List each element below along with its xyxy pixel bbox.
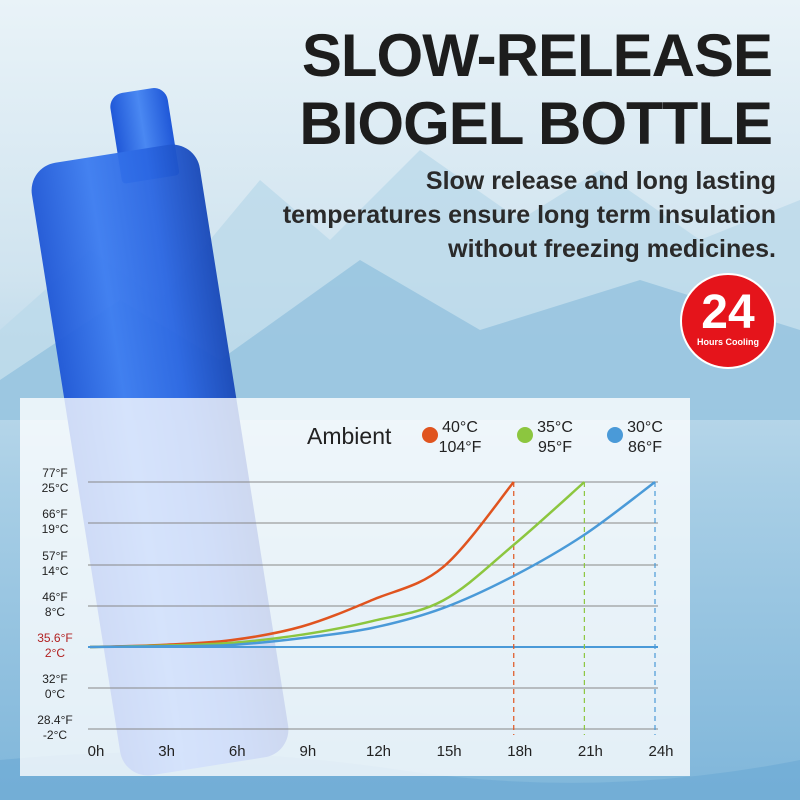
x-tick-label: 6h	[229, 743, 246, 760]
chart-panel	[20, 398, 690, 776]
legend-label-c: 30°C	[627, 419, 663, 436]
y-tick-label-c: 8°C	[45, 605, 65, 619]
legend-marker	[607, 427, 623, 443]
legend-label-c: 35°C	[537, 419, 573, 436]
legend-marker	[422, 427, 438, 443]
y-tick-label-f: 32°F	[42, 672, 67, 686]
hours-cooling-badge: 24 Hours Cooling	[680, 273, 776, 369]
x-tick-label: 3h	[158, 743, 175, 760]
y-tick-label-f: 35.6°F	[37, 631, 72, 645]
y-tick-label-f: 66°F	[42, 507, 67, 521]
x-tick-label: 24h	[648, 743, 673, 760]
x-tick-label: 21h	[578, 743, 603, 760]
y-tick-label-c: 25°C	[42, 481, 69, 495]
legend-label-f: 104°F	[439, 439, 482, 456]
page-title: SLOW-RELEASE BIOGEL BOTTLE	[299, 22, 773, 158]
legend-label-f: 86°F	[628, 439, 662, 456]
title-line-1: SLOW-RELEASE	[301, 22, 773, 89]
legend-marker	[517, 427, 533, 443]
x-tick-label: 15h	[437, 743, 462, 760]
y-tick-label-c: 2°C	[45, 646, 65, 660]
legend-label-c: 40°C	[442, 419, 478, 436]
legend-label-f: 95°F	[538, 439, 572, 456]
y-tick-label-c: -2°C	[43, 728, 67, 742]
x-tick-label: 9h	[300, 743, 317, 760]
y-tick-label-f: 77°F	[42, 466, 67, 480]
x-tick-label: 18h	[507, 743, 532, 760]
title-line-2: BIOGEL BOTTLE	[299, 90, 773, 157]
y-tick-label-c: 0°C	[45, 687, 65, 701]
y-tick-label-c: 19°C	[42, 522, 69, 536]
x-tick-label: 12h	[366, 743, 391, 760]
subtitle: Slow release and long lasting temperatur…	[283, 164, 776, 266]
subtitle-line: temperatures ensure long term insulation	[282, 201, 776, 229]
y-tick-label-c: 14°C	[42, 564, 69, 578]
subtitle-line: without freezing medicines.	[448, 235, 776, 263]
series-line-30°C	[89, 480, 656, 649]
y-tick-label-f: 57°F	[42, 549, 67, 563]
badge-text: Hours Cooling	[697, 337, 759, 347]
y-tick-label-f: 28.4°F	[37, 713, 72, 727]
y-tick-label-f: 46°F	[42, 590, 67, 604]
subtitle-line: Slow release and long lasting	[425, 167, 776, 195]
x-tick-label: 0h	[88, 743, 105, 760]
badge-number: 24	[701, 286, 755, 339]
legend-title: Ambient	[307, 423, 392, 449]
